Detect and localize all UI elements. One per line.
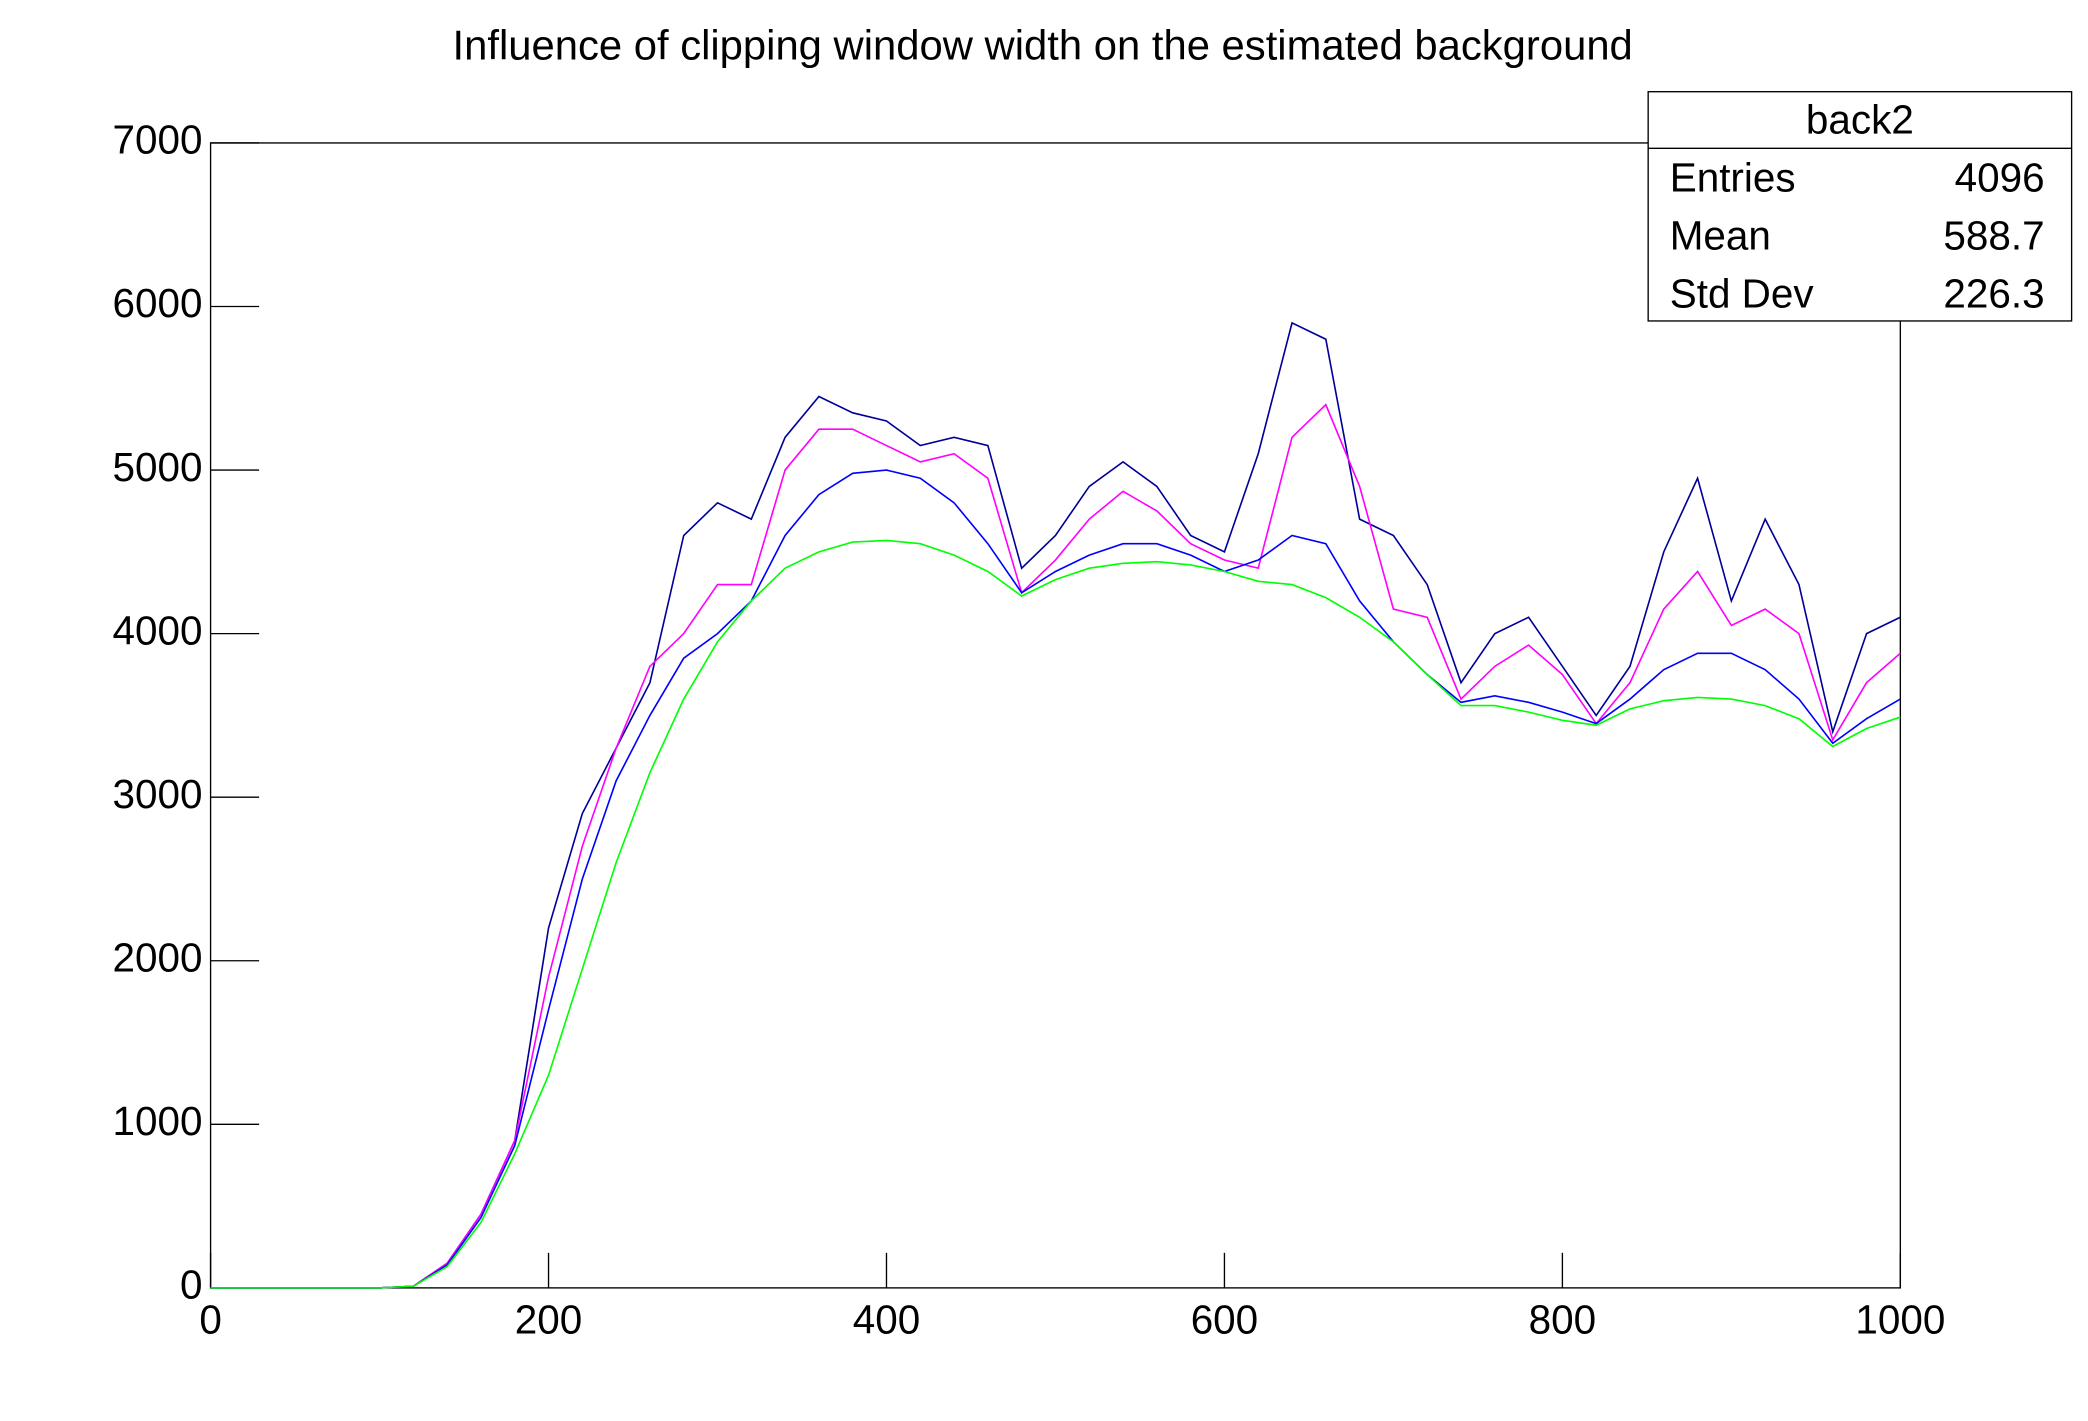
stats-label: Mean bbox=[1670, 212, 1771, 258]
x-tick-label: 200 bbox=[515, 1297, 582, 1343]
chart-title: Influence of clipping window width on th… bbox=[452, 22, 1632, 69]
y-tick-label: 4000 bbox=[113, 607, 203, 653]
x-tick-label: 800 bbox=[1529, 1297, 1596, 1343]
stats-value: 226.3 bbox=[1943, 270, 2044, 316]
data-line bbox=[210, 403, 1901, 1289]
y-tick-label: 6000 bbox=[113, 280, 203, 326]
stats-box bbox=[1647, 91, 2073, 322]
y-tick-label: 0 bbox=[180, 1262, 203, 1308]
y-tick-label: 3000 bbox=[113, 771, 203, 817]
y-tick-label: 1000 bbox=[113, 1098, 203, 1144]
x-tick-label: 1000 bbox=[1855, 1297, 1945, 1343]
stats-value: 588.7 bbox=[1943, 212, 2044, 258]
x-tick-label: 400 bbox=[853, 1297, 920, 1343]
stats-title: back2 bbox=[1806, 96, 1914, 142]
y-tick-label: 2000 bbox=[113, 934, 203, 980]
data-line bbox=[210, 469, 1901, 1289]
y-tick-label: 5000 bbox=[113, 444, 203, 490]
stats-value: 4096 bbox=[1955, 154, 2045, 200]
data-line bbox=[210, 539, 1901, 1289]
x-tick-label: 0 bbox=[199, 1297, 222, 1343]
y-tick-label: 7000 bbox=[113, 117, 203, 163]
x-tick-label: 600 bbox=[1191, 1297, 1258, 1343]
plot-frame bbox=[209, 142, 1902, 1289]
stats-label: Entries bbox=[1670, 154, 1796, 200]
stats-label: Std Dev bbox=[1670, 270, 1815, 316]
